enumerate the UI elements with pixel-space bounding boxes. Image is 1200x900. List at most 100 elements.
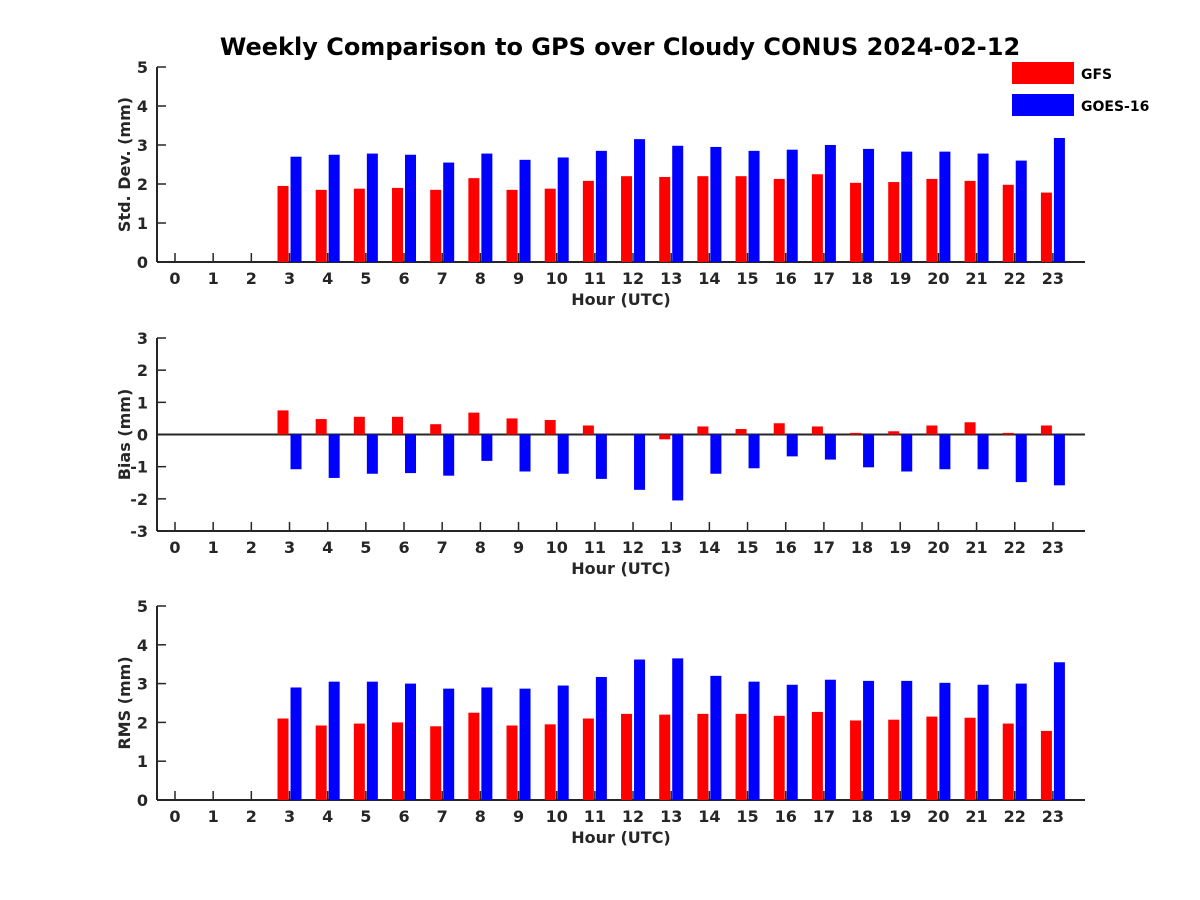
x-axis-label: Hour (UTC) <box>571 828 671 847</box>
bar-gfs-hour-18 <box>850 720 862 800</box>
bar-gfs-hour-5 <box>353 723 365 800</box>
bar-goes16-hour-11 <box>595 677 607 800</box>
bar-goes16-hour-13 <box>672 658 684 800</box>
bar-gfs-hour-8 <box>468 178 480 262</box>
bar-goes16-hour-8 <box>481 153 493 262</box>
y-tick-label: 3 <box>137 136 148 155</box>
bar-goes16-hour-8 <box>481 434 493 461</box>
x-tick-label: 12 <box>622 807 644 826</box>
y-tick-label: 5 <box>137 58 148 77</box>
x-tick-label: 3 <box>284 807 295 826</box>
bar-goes16-hour-21 <box>977 434 989 470</box>
bar-goes16-hour-7 <box>443 688 455 800</box>
bar-gfs-hour-4 <box>315 189 327 262</box>
bar-gfs-hour-8 <box>468 712 480 800</box>
x-tick-label: 8 <box>475 807 486 826</box>
x-tick-label: 4 <box>322 807 333 826</box>
x-tick-label: 12 <box>622 538 644 557</box>
x-tick-label: 5 <box>360 269 371 288</box>
bar-goes16-hour-21 <box>977 684 989 800</box>
bar-gfs-hour-19 <box>888 182 900 262</box>
bar-gfs-hour-4 <box>315 725 327 800</box>
bar-gfs-hour-7 <box>430 424 442 435</box>
bar-goes16-hour-20 <box>939 434 951 470</box>
x-tick-label: 1 <box>208 269 219 288</box>
bar-goes16-hour-11 <box>595 434 607 479</box>
x-tick-label: 15 <box>736 538 758 557</box>
bar-goes16-hour-5 <box>366 153 378 262</box>
bar-gfs-hour-21 <box>964 180 976 262</box>
bar-goes16-hour-17 <box>824 679 836 800</box>
bar-goes16-hour-15 <box>748 681 760 800</box>
bar-gfs-hour-18 <box>850 432 862 435</box>
bar-goes16-hour-20 <box>939 151 951 262</box>
bar-goes16-hour-18 <box>863 434 875 468</box>
x-tick-label: 1 <box>208 538 219 557</box>
bar-goes16-hour-15 <box>748 434 760 469</box>
x-tick-label: 22 <box>1004 807 1026 826</box>
bar-goes16-hour-22 <box>1015 683 1027 800</box>
legend: GFS GOES-16 <box>1012 62 1149 116</box>
bar-gfs-hour-18 <box>850 182 862 262</box>
bar-gfs-hour-3 <box>277 718 289 800</box>
y-tick-label: 3 <box>137 329 148 348</box>
y-axis-label: Bias (mm) <box>115 389 134 481</box>
bar-gfs-hour-19 <box>888 431 900 435</box>
bar-gfs-hour-3 <box>277 410 289 435</box>
bar-gfs-hour-9 <box>506 725 518 800</box>
y-tick-label: 3 <box>137 675 148 694</box>
y-tick-label: 4 <box>137 97 148 116</box>
x-tick-label: 6 <box>398 538 409 557</box>
bar-gfs-hour-3 <box>277 185 289 262</box>
x-tick-label: 7 <box>437 807 448 826</box>
bar-gfs-hour-22 <box>1002 723 1014 800</box>
bar-gfs-hour-13 <box>659 714 671 800</box>
bar-gfs-hour-16 <box>773 423 785 435</box>
bar-goes16-hour-6 <box>405 434 417 474</box>
x-axis-label: Hour (UTC) <box>571 559 671 578</box>
bar-gfs-hour-4 <box>315 419 327 435</box>
bar-goes16-hour-4 <box>328 434 340 478</box>
legend-swatch-goes16 <box>1012 94 1074 116</box>
x-tick-label: 12 <box>622 269 644 288</box>
bar-gfs-hour-10 <box>544 188 556 262</box>
y-tick-label: 2 <box>137 713 148 732</box>
bar-goes16-hour-18 <box>863 680 875 800</box>
bar-gfs-hour-13 <box>659 434 671 440</box>
bar-gfs-hour-20 <box>926 425 938 435</box>
x-tick-label: 2 <box>246 807 257 826</box>
bar-gfs-hour-10 <box>544 724 556 800</box>
x-tick-label: 11 <box>584 538 606 557</box>
bar-gfs-hour-6 <box>392 722 404 800</box>
bar-goes16-hour-23 <box>1053 662 1065 800</box>
x-tick-label: 14 <box>698 538 720 557</box>
y-tick-label: -1 <box>130 458 148 477</box>
legend-swatch-gfs <box>1012 62 1074 84</box>
x-tick-label: 14 <box>698 269 720 288</box>
x-tick-label: 5 <box>360 538 371 557</box>
x-tick-label: 10 <box>546 269 568 288</box>
x-tick-label: 21 <box>965 538 987 557</box>
bar-gfs-hour-8 <box>468 412 480 435</box>
x-tick-label: 20 <box>927 807 949 826</box>
x-tick-label: 13 <box>660 269 682 288</box>
bar-gfs-hour-23 <box>1040 730 1052 800</box>
bar-goes16-hour-22 <box>1015 160 1027 262</box>
bar-gfs-hour-5 <box>353 416 365 435</box>
bar-goes16-hour-14 <box>710 146 722 262</box>
bar-gfs-hour-6 <box>392 416 404 435</box>
x-tick-label: 21 <box>965 807 987 826</box>
bar-goes16-hour-3 <box>290 434 302 470</box>
bar-goes16-hour-23 <box>1053 434 1065 486</box>
x-tick-label: 19 <box>889 269 911 288</box>
bar-gfs-hour-21 <box>964 422 976 435</box>
bar-goes16-hour-10 <box>557 157 569 262</box>
y-tick-label: -3 <box>130 522 148 541</box>
bar-goes16-hour-4 <box>328 154 340 262</box>
bar-gfs-hour-12 <box>621 713 633 800</box>
bar-goes16-hour-17 <box>824 145 836 262</box>
bar-goes16-hour-16 <box>786 434 798 457</box>
